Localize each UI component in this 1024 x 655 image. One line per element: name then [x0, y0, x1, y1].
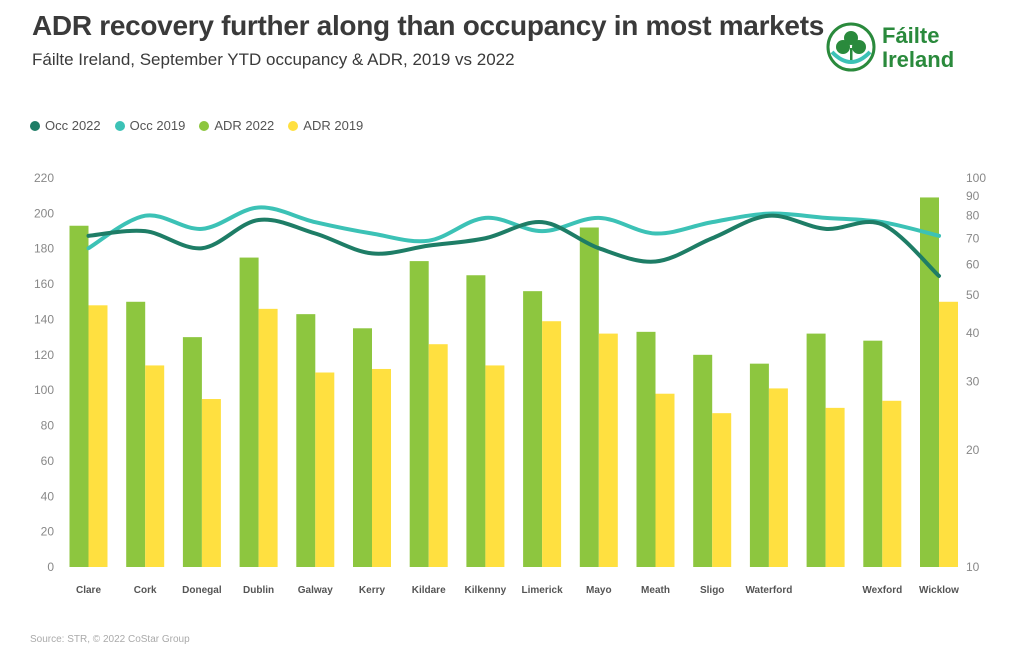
- left-axis-tick: 160: [34, 277, 54, 291]
- chart-title: ADR recovery further along than occupanc…: [32, 10, 825, 41]
- bar-adr-2022: [296, 314, 316, 567]
- left-axis-tick: 200: [34, 206, 54, 220]
- legend-item-adr-2022: ADR 2022: [199, 118, 274, 133]
- bar-adr-2022: [182, 337, 202, 567]
- source-note: Source: STR, © 2022 CoStar Group: [30, 634, 190, 645]
- right-axis-tick: 80: [966, 209, 980, 223]
- bar-adr-2019: [712, 413, 732, 567]
- bar-adr-2022: [920, 197, 939, 567]
- legend-item-occ-2022: Occ 2022: [30, 118, 101, 133]
- bar-adr-2019: [542, 321, 562, 567]
- left-axis-tick: 0: [47, 560, 54, 574]
- bar-adr-2019: [939, 301, 958, 567]
- right-axis-tick: 70: [966, 231, 980, 245]
- bar-adr-2019: [145, 365, 165, 567]
- right-axis-tick: 60: [966, 257, 980, 271]
- bar-adr-2022: [693, 354, 713, 567]
- left-axis-tick: 100: [34, 383, 54, 397]
- right-axis-tick: 50: [966, 288, 980, 302]
- bar-adr-2019: [768, 388, 788, 567]
- bar-adr-2022: [636, 331, 656, 567]
- right-axis-tick: 100: [966, 171, 986, 185]
- bar-adr-2022: [749, 363, 769, 567]
- bar-adr-2022: [239, 257, 259, 567]
- left-axis-tick: 60: [41, 454, 55, 468]
- legend-label: ADR 2022: [214, 118, 275, 133]
- right-axis-tick: 30: [966, 374, 980, 388]
- bar-adr-2019: [882, 400, 902, 567]
- bar-adr-2022: [863, 340, 883, 567]
- bar-adr-2019: [372, 368, 391, 567]
- category-label: Wicklow: [919, 585, 959, 596]
- bar-adr-2022: [409, 261, 429, 567]
- category-label: Dublin: [243, 585, 274, 596]
- category-label: Cork: [134, 585, 157, 596]
- chart-subtitle: Fáilte Ireland, September YTD occupancy …: [32, 50, 515, 69]
- bar-adr-2019: [258, 308, 278, 567]
- legend-item-adr-2019: ADR 2019: [288, 118, 363, 133]
- left-axis-tick: 20: [41, 525, 55, 539]
- right-axis-tick: 20: [966, 443, 980, 457]
- bar-adr-2019: [825, 407, 845, 567]
- bar-adr-2019: [655, 393, 675, 567]
- bar-adr-2019: [315, 372, 335, 567]
- line-occ-2022: [86, 213, 941, 278]
- left-axis-tick: 220: [34, 171, 54, 185]
- logo-line-2: Ireland: [882, 47, 955, 72]
- bar-adr-2022: [579, 227, 599, 567]
- category-label: Galway: [298, 585, 333, 596]
- category-label: Clare: [76, 585, 101, 596]
- right-axis-tick: 90: [966, 189, 980, 203]
- left-axis-tick: 140: [34, 312, 54, 326]
- right-axis-tick: 40: [966, 326, 980, 340]
- logo-line-1: Fáilte: [882, 23, 940, 48]
- legend-swatch: [288, 120, 299, 131]
- failte-ireland-logo: Fáilte Ireland: [826, 22, 976, 82]
- bar-adr-2022: [466, 275, 486, 567]
- category-label: Kildare: [412, 585, 446, 596]
- bar-adr-2022: [806, 333, 826, 567]
- category-label: Donegal: [182, 585, 222, 596]
- bar-adr-2022: [353, 328, 372, 567]
- legend-label: ADR 2019: [303, 118, 364, 133]
- category-label: Meath: [641, 585, 670, 596]
- bar-adr-2019: [201, 399, 221, 567]
- bar-adr-2019: [598, 333, 618, 567]
- category-label: Sligo: [700, 585, 724, 596]
- bar-adr-2022: [126, 301, 146, 567]
- left-axis-tick: 180: [34, 242, 54, 256]
- legend-label: Occ 2019: [129, 118, 186, 133]
- bar-adr-2019: [88, 305, 108, 567]
- legend-swatch: [30, 120, 40, 131]
- legend-swatch: [199, 120, 210, 131]
- category-label: Kerry: [359, 585, 386, 596]
- bar-adr-2022: [523, 291, 543, 567]
- bar-adr-2019: [485, 365, 505, 567]
- legend-label: Occ 2022: [45, 118, 101, 133]
- left-axis-tick: 80: [41, 419, 55, 433]
- legend-swatch: [114, 120, 125, 131]
- category-label: Waterford: [745, 585, 792, 596]
- category-label: Kilkenny: [465, 585, 507, 596]
- bar-adr-2019: [428, 344, 448, 567]
- category-label: Limerick: [522, 585, 564, 596]
- line-occ-2019: [86, 205, 941, 251]
- category-label: Mayo: [586, 585, 612, 596]
- left-axis-tick: 40: [41, 489, 55, 503]
- bar-adr-2022: [69, 225, 89, 567]
- legend-item-occ-2019: Occ 2019: [114, 118, 186, 133]
- right-axis-tick: 10: [966, 560, 980, 574]
- shamrock-icon: [826, 22, 876, 72]
- category-label: Wexford: [862, 585, 902, 596]
- left-axis-tick: 120: [34, 348, 54, 362]
- chart-legend: Occ 2022 Occ 2019 ADR 2022 ADR 2019: [30, 118, 377, 133]
